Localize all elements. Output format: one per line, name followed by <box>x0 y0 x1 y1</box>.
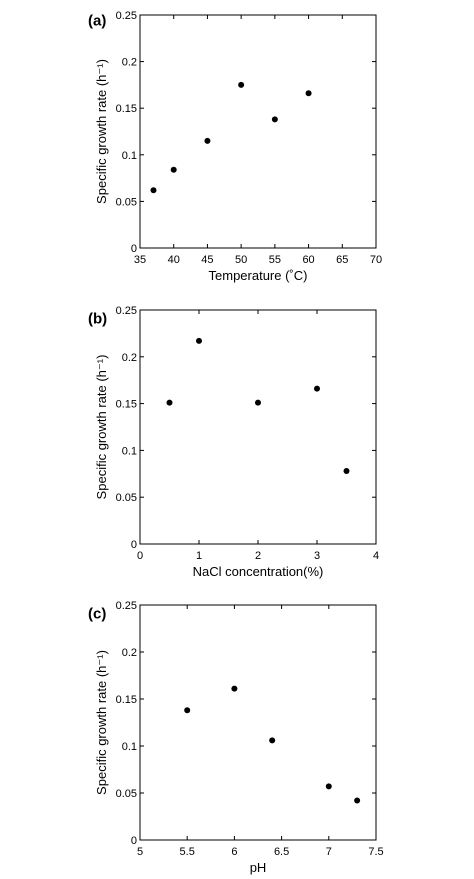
panel-label-b: (b) <box>88 310 107 327</box>
x-tick-label-a: 40 <box>168 254 180 266</box>
x-tick-label-b: 3 <box>314 550 320 562</box>
x-axis-label-c: pH <box>250 860 267 875</box>
data-point-a-5 <box>271 116 278 123</box>
y-tick-label-c: 0.1 <box>122 741 137 753</box>
x-tick-label-a: 55 <box>269 254 281 266</box>
y-tick-label-b: 0.25 <box>116 305 137 317</box>
panel-a: (a) 35 40 45 50 55 60 65 70 0 0.05 0.1 0.15 0.2 0.25 Te… <box>88 10 382 283</box>
y-tick-label-a: 0 <box>131 243 137 255</box>
data-point-a-2 <box>170 166 177 173</box>
x-tick-label-c: 7.5 <box>368 846 383 858</box>
x-tick-label-c: 7 <box>326 846 332 858</box>
data-point-b-2 <box>196 337 202 344</box>
x-tick-label-c: 5 <box>137 846 143 858</box>
y-tick-label-b: 0.15 <box>116 399 137 411</box>
y-tick-label-c: 0.25 <box>116 600 137 612</box>
x-tick-label-b: 0 <box>137 550 143 562</box>
data-point-a-1 <box>150 187 157 194</box>
x-tick-label-b: 4 <box>373 550 379 562</box>
data-point-b-1 <box>166 399 173 406</box>
x-tick-label-a: 70 <box>370 254 382 266</box>
y-axis-label-a: Specific growth rate (h⁻¹) <box>94 59 109 204</box>
y-tick-label-b: 0.1 <box>122 445 137 457</box>
plot-frame-b <box>139 309 377 545</box>
y-tick-label-a: 0.05 <box>116 196 137 208</box>
data-point-b-5 <box>343 467 350 474</box>
x-tick-label-a: 45 <box>201 254 213 266</box>
y-tick-label-c: 0.2 <box>122 647 137 659</box>
x-tick-label-b: 1 <box>196 550 202 562</box>
data-point-c-4 <box>325 783 332 790</box>
x-tick-label-a: 60 <box>302 254 314 266</box>
data-point-b-4 <box>314 385 320 392</box>
data-point-a-3 <box>204 137 211 144</box>
y-tick-label-a: 0.25 <box>116 10 137 22</box>
y-tick-label-b: 0.2 <box>122 352 137 364</box>
data-point-c-2 <box>231 685 238 692</box>
data-point-a-6 <box>305 90 312 97</box>
data-point-c-5 <box>354 797 361 804</box>
y-axis-label-c: Specific growth rate (h⁻¹) <box>94 650 109 795</box>
x-tick-label-a: 35 <box>134 254 146 266</box>
y-tick-label-b: 0.05 <box>116 492 137 504</box>
data-point-a-4 <box>238 81 245 88</box>
y-tick-label-c: 0.15 <box>116 694 137 706</box>
x-tick-label-c: 6.5 <box>274 846 289 858</box>
x-tick-label-c: 6 <box>231 846 237 858</box>
y-tick-label-a: 0.2 <box>122 57 137 69</box>
x-axis-label-b: NaCl concentration(%) <box>193 564 324 579</box>
panel-b: (b) 0 1 2 3 4 0 0.05 0.1 0.15 0.2 0.25 NaCl concentr… <box>88 305 379 579</box>
panel-label-c: (c) <box>88 605 106 622</box>
x-tick-label-a: 65 <box>336 254 348 266</box>
panel-label-a: (a) <box>88 12 106 29</box>
y-tick-label-a: 0.1 <box>122 150 137 162</box>
x-tick-label-a: 50 <box>235 254 247 266</box>
x-tick-label-c: 5.5 <box>180 846 195 858</box>
y-tick-label-c: 0.05 <box>116 788 137 800</box>
data-point-c-1 <box>184 707 191 714</box>
plot-frame-c <box>139 604 377 841</box>
x-axis-label-a: Temperature (˚C) <box>209 268 308 283</box>
data-point-c-3 <box>269 737 276 744</box>
y-tick-label-a: 0.15 <box>116 103 137 115</box>
x-tick-label-b: 2 <box>255 550 261 562</box>
plot-frame-a <box>139 14 377 249</box>
y-tick-label-b: 0 <box>131 539 137 551</box>
y-axis-label-b: Specific growth rate (h⁻¹) <box>94 355 109 500</box>
y-tick-label-c: 0 <box>131 835 137 847</box>
data-point-b-3 <box>255 399 261 406</box>
panel-c: (c) 5 5.5 6 6.5 7 7.5 0 0.05 0.1 0.15 0.2 0.25 pH Spec… <box>88 600 384 875</box>
